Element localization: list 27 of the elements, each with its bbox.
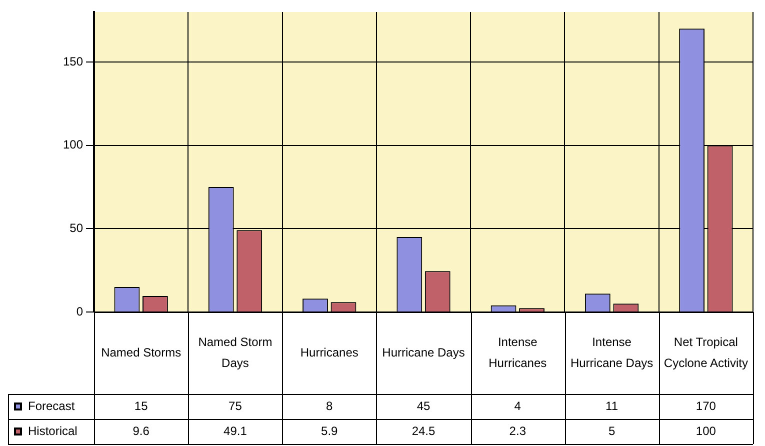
y-tick-label: 0 <box>76 304 84 318</box>
legend-label: Historical <box>28 424 78 438</box>
data-label: 24.5 <box>412 424 436 438</box>
data-label: 4 <box>514 398 522 413</box>
data-label: 8 <box>326 398 334 413</box>
y-tick-label: 50 <box>70 220 84 235</box>
data-label: 170 <box>696 398 716 413</box>
data-label: 2.3 <box>509 424 526 438</box>
data-label: 15 <box>134 398 148 413</box>
data-label: 49.1 <box>224 424 248 438</box>
x-tick-label: Hurricane Days <box>382 345 465 360</box>
x-tick-label: Net Tropical Cyclone Activity <box>664 334 748 370</box>
x-tick-label: Named Storms <box>101 345 182 360</box>
data-label: 11 <box>606 398 618 413</box>
data-label: 5.9 <box>321 424 338 438</box>
x-tick-label: Hurricanes <box>300 345 358 360</box>
x-tick-label: Named Storm Days <box>198 334 272 370</box>
data-label: 45 <box>416 398 431 413</box>
data-label: 75 <box>228 398 242 413</box>
data-label: 9.6 <box>132 424 150 438</box>
y-tick-label: 150 <box>62 54 84 68</box>
legend-label: Forecast <box>28 398 76 413</box>
data-label: 5 <box>608 424 616 438</box>
data-label: 100 <box>696 424 716 438</box>
x-tick-label: Intense Hurricane Days <box>570 334 654 370</box>
y-tick-label: 100 <box>62 138 84 152</box>
x-tick-label: Intense Hurricanes <box>488 334 547 370</box>
